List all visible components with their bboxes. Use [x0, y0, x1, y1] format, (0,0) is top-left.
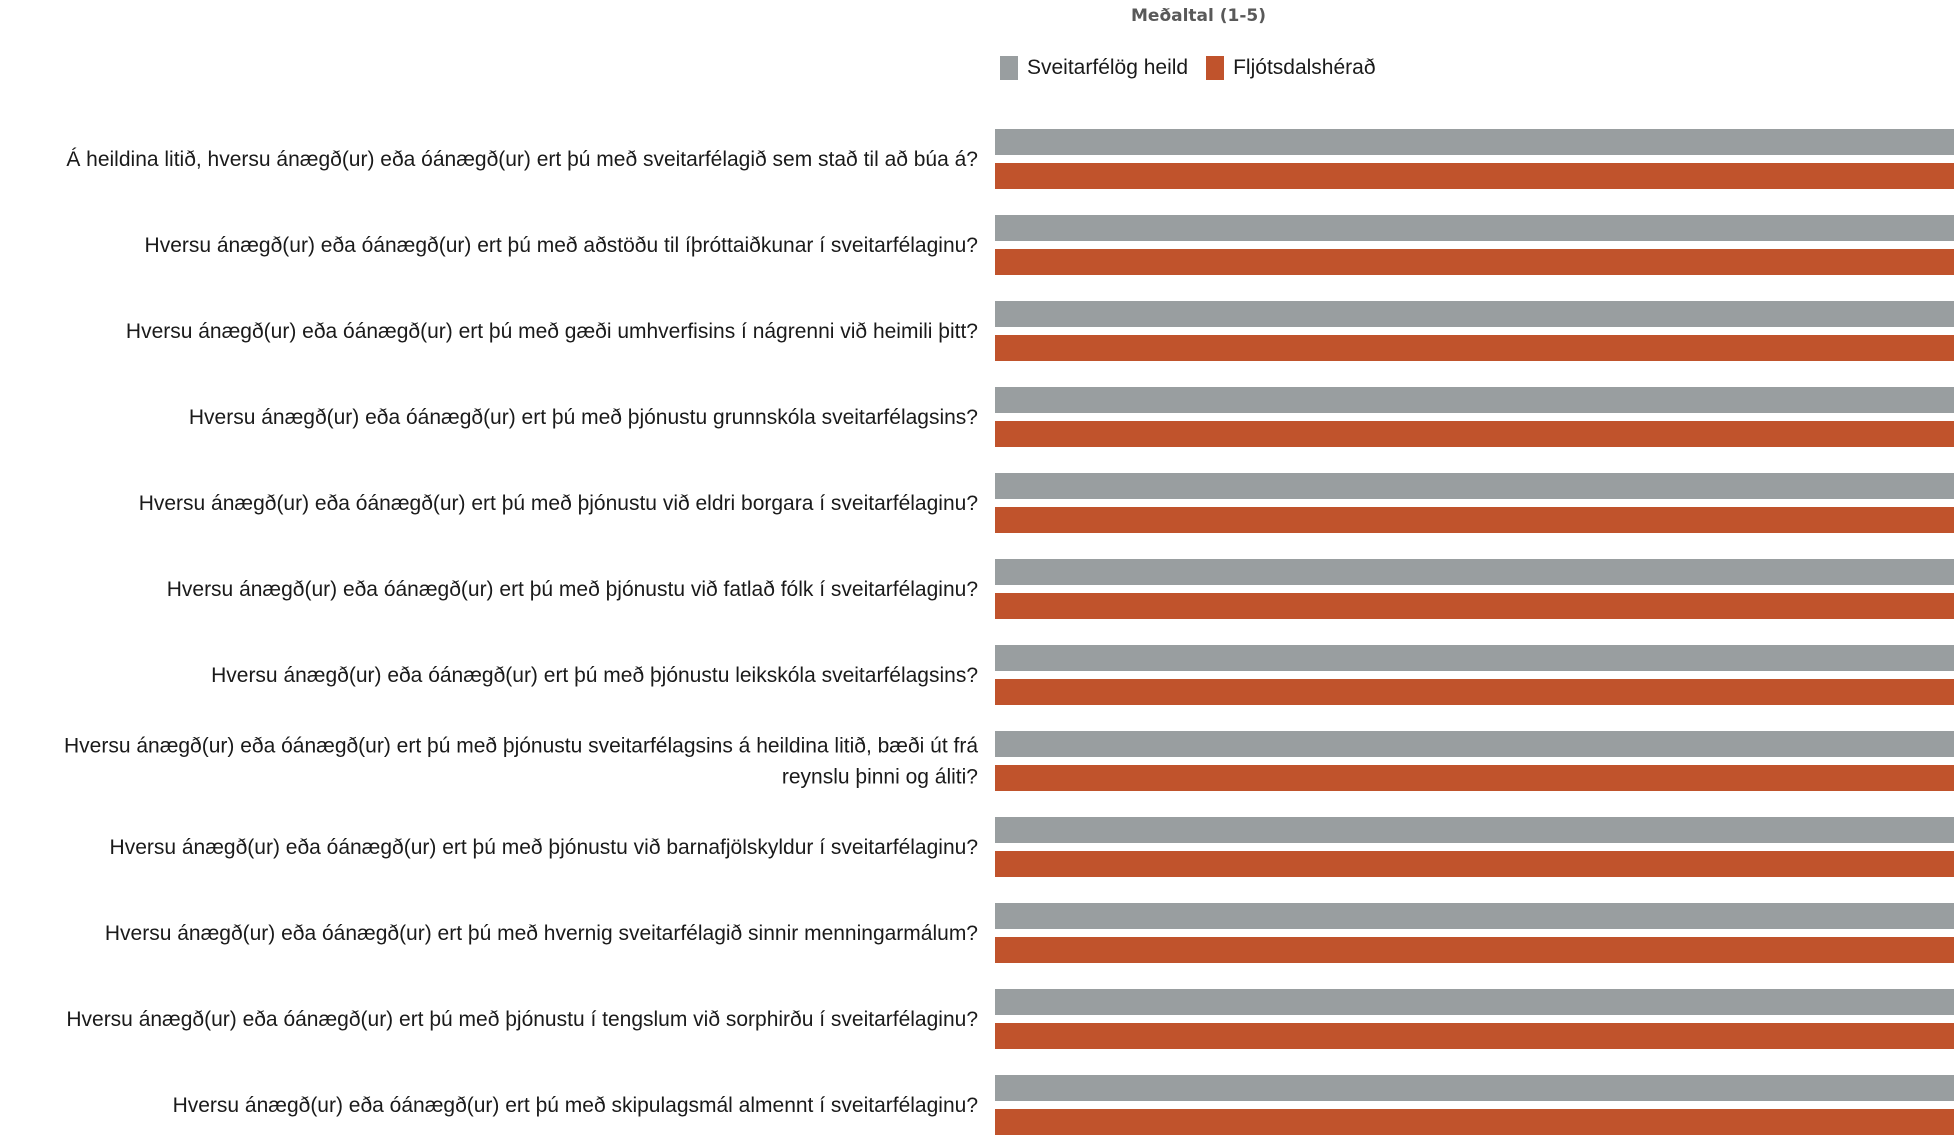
bar-series-1 [995, 817, 1954, 843]
legend-item-series-1: Sveitarfélög heild [1000, 56, 1188, 80]
legend-label-series-1: Sveitarfélög heild [1027, 56, 1189, 79]
bar-series-2 [995, 851, 1954, 877]
bar-series-2 [995, 593, 1954, 619]
bar-series-2 [995, 765, 1954, 791]
category-label: Hversu ánægð(ur) eða óánægð(ur) ert þú m… [64, 735, 978, 758]
legend-swatch-series-2 [1206, 56, 1225, 80]
legend: Sveitarfélög heild Fljótsdalshérað [1000, 56, 1394, 80]
bar-series-1 [995, 559, 1954, 585]
bar-series-1 [995, 473, 1954, 499]
category-label: Hversu ánægð(ur) eða óánægð(ur) ert þú m… [105, 922, 978, 945]
chart-title: Meðaltal (1-5) [1131, 6, 1267, 26]
category-label: Hversu ánægð(ur) eða óánægð(ur) ert þú m… [66, 1008, 978, 1031]
bar-series-2 [995, 679, 1954, 705]
bar-series-2 [995, 1023, 1954, 1049]
bar-series-2 [995, 507, 1954, 533]
bar-series-1 [995, 1075, 1954, 1101]
bar-series-2 [995, 1109, 1954, 1135]
legend-swatch-series-1 [1000, 56, 1018, 80]
bar-series-1 [995, 903, 1954, 929]
category-label: Á heildina litið, hversu ánægð(ur) eða ó… [66, 148, 978, 171]
bar-series-2 [995, 421, 1954, 447]
bar-series-2 [995, 249, 1954, 275]
bar-series-1 [995, 387, 1954, 413]
legend-item-series-2: Fljótsdalshérað [1206, 56, 1376, 80]
category-label: reynslu þinni og áliti? [782, 766, 978, 789]
category-label: Hversu ánægð(ur) eða óánægð(ur) ert þú m… [211, 664, 978, 687]
bar-series-1 [995, 129, 1954, 155]
category-label: Hversu ánægð(ur) eða óánægð(ur) ert þú m… [189, 406, 978, 429]
category-label: Hversu ánægð(ur) eða óánægð(ur) ert þú m… [139, 492, 978, 515]
category-label: Hversu ánægð(ur) eða óánægð(ur) ert þú m… [110, 836, 978, 859]
bar-series-2 [995, 163, 1954, 189]
bar-series-2 [995, 335, 1954, 361]
bar-series-1 [995, 731, 1954, 757]
category-label: Hversu ánægð(ur) eða óánægð(ur) ert þú m… [126, 320, 978, 343]
bar-series-1 [995, 301, 1954, 327]
category-label: Hversu ánægð(ur) eða óánægð(ur) ert þú m… [145, 234, 978, 257]
bar-series-1 [995, 645, 1954, 671]
legend-label-series-2: Fljótsdalshérað [1233, 56, 1376, 79]
category-label: Hversu ánægð(ur) eða óánægð(ur) ert þú m… [167, 578, 978, 601]
bar-series-2 [995, 937, 1954, 963]
bar-series-1 [995, 989, 1954, 1015]
bar-series-1 [995, 215, 1954, 241]
category-label: Hversu ánægð(ur) eða óánægð(ur) ert þú m… [173, 1094, 978, 1117]
